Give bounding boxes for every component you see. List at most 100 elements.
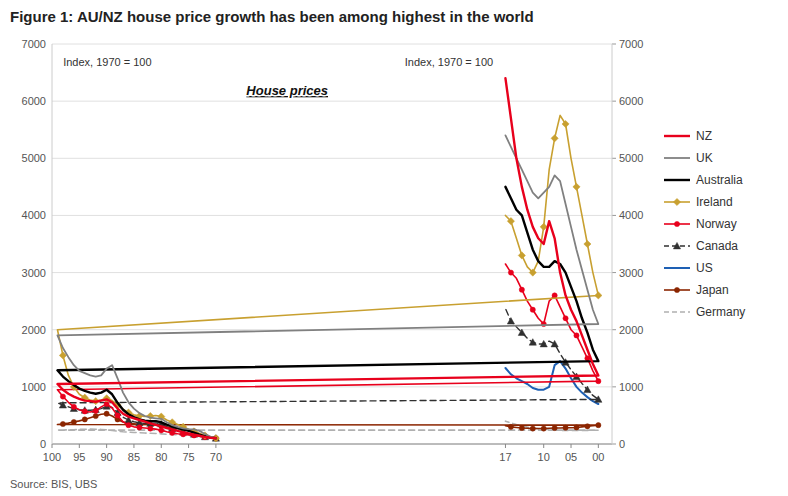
grid-line: [52, 444, 612, 445]
series-marker: [530, 426, 535, 431]
series-marker: [552, 425, 557, 430]
x-tick: [215, 444, 216, 448]
series-marker: [508, 270, 513, 275]
x-tick: [133, 444, 134, 448]
y-tick-label: 7000: [22, 38, 46, 50]
series-marker: [71, 419, 76, 424]
legend-item: Germany: [664, 305, 745, 319]
y2-tick-label: 6000: [619, 95, 643, 107]
series-marker: [540, 340, 547, 346]
series-marker: [518, 329, 525, 335]
legend-swatch: [664, 135, 690, 137]
legend-item: NZ: [664, 129, 712, 143]
legend-item: Canada: [664, 239, 738, 253]
legend-label: Germany: [696, 305, 745, 319]
series-marker: [584, 240, 591, 247]
series-1: [57, 135, 598, 438]
y2-tick-label: 2000: [619, 324, 643, 336]
series-marker: [551, 340, 558, 346]
grid-line: [52, 101, 612, 102]
series-marker: [563, 425, 568, 430]
series-marker: [159, 428, 164, 433]
series-marker: [82, 417, 87, 422]
legend-label: Australia: [696, 173, 743, 187]
series-marker: [552, 293, 557, 298]
x-tick: [571, 444, 572, 448]
subtitle: House prices: [246, 83, 328, 98]
series-marker: [518, 252, 525, 259]
grid-line: [52, 272, 612, 273]
series-marker: [562, 120, 569, 127]
grid-line: [52, 44, 612, 45]
series-marker: [596, 423, 601, 428]
x-tick-label: 95: [73, 451, 85, 463]
x-tick-label: 10: [538, 451, 550, 463]
source: Source: BIS, UBS: [10, 478, 97, 490]
plot-labels: Index, 1970 = 100Index, 1970 = 100House …: [63, 56, 493, 98]
y2-tick: [612, 44, 616, 45]
grid: [52, 44, 612, 444]
y2-tick-label: 0: [619, 438, 625, 450]
y2-tick: [612, 272, 616, 273]
series-4: [57, 264, 600, 441]
x-axis: 70758085909510000051017: [43, 44, 612, 463]
grid-line: [52, 158, 612, 159]
series-marker: [93, 408, 98, 413]
y2-tick: [612, 101, 616, 102]
series-5: [57, 309, 601, 442]
x-tick-label: 100: [43, 451, 61, 463]
legend-swatch: [664, 267, 690, 269]
legend-swatch: [664, 157, 690, 159]
legend-marker: [674, 221, 679, 226]
series-marker: [584, 386, 591, 392]
series-marker: [93, 413, 98, 418]
legend-item: UK: [664, 151, 713, 165]
x-tick-label: 85: [128, 451, 140, 463]
x-tick: [543, 444, 544, 448]
x-tick: [188, 444, 189, 448]
legend: NZ UK Australia Ireland Norway Canada US Japan G…: [664, 129, 745, 319]
y2-tick-label: 5000: [619, 152, 643, 164]
legend-item: Norway: [664, 217, 737, 231]
series-marker: [529, 339, 536, 345]
y-axis: 01000200030004000500060007000: [22, 38, 46, 450]
y2-tick: [612, 444, 616, 445]
series-marker: [82, 409, 87, 414]
series-marker: [71, 404, 76, 409]
series-marker: [60, 421, 65, 426]
y2-tick: [612, 386, 616, 387]
x-tick-label: 80: [155, 451, 167, 463]
series-marker: [595, 396, 602, 402]
series-marker: [115, 413, 120, 418]
series-marker: [59, 402, 66, 408]
y-axis-label: Index, 1970 = 100: [63, 56, 151, 68]
x-tick-label: 70: [210, 451, 222, 463]
legend-item: US: [664, 261, 713, 275]
x-tick-label: 00: [592, 451, 604, 463]
y2-tick: [612, 329, 616, 330]
y2-tick-label: 1000: [619, 381, 643, 393]
legend-label: NZ: [696, 129, 712, 143]
series-2: [57, 187, 598, 438]
y2-tick-label: 4000: [619, 209, 643, 221]
series-line: [57, 187, 598, 438]
y2-axis-line: [612, 44, 613, 444]
legend-label: UK: [696, 151, 713, 165]
series-marker: [508, 424, 513, 429]
y2-tick-label: 3000: [619, 267, 643, 279]
series-marker: [529, 269, 536, 276]
y-tick-label: 4000: [22, 209, 46, 221]
x-tick: [106, 444, 107, 448]
x-tick: [598, 444, 599, 448]
series-marker: [519, 287, 524, 292]
series-marker: [530, 307, 535, 312]
x-tick-label: 17: [499, 451, 511, 463]
series-7: [57, 411, 600, 441]
legend-label: Japan: [696, 283, 729, 297]
y-tick-label: 2000: [22, 324, 46, 336]
y-tick-label: 6000: [22, 95, 46, 107]
x-tick: [505, 444, 506, 448]
series-marker: [507, 318, 514, 324]
legend-label: Ireland: [696, 195, 733, 209]
legend-item: Japan: [664, 283, 729, 297]
